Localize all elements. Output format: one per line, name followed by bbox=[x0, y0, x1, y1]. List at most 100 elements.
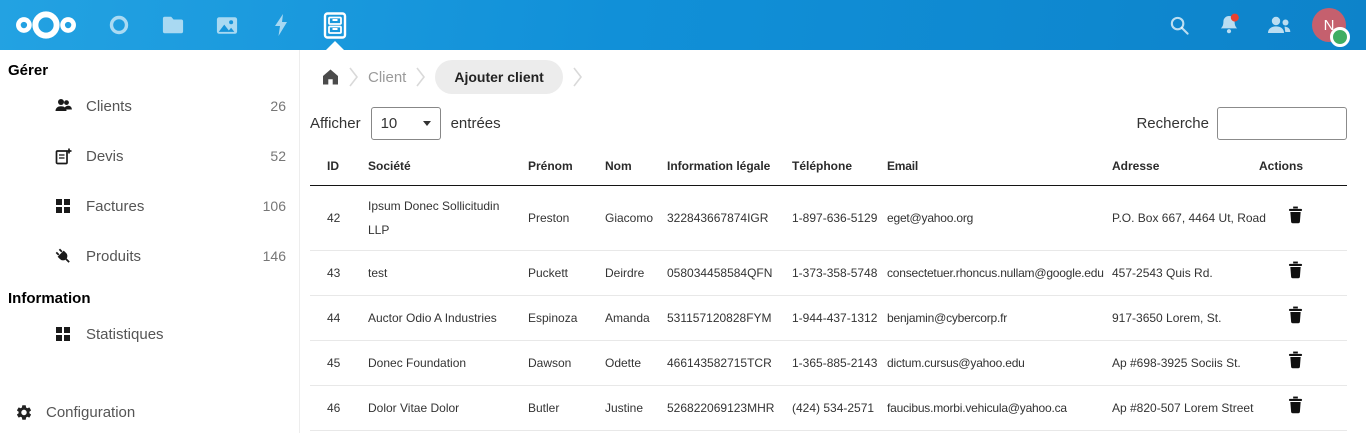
cell-prenom: Espinoza bbox=[520, 295, 597, 341]
column-header-info-legale[interactable]: Information légale bbox=[659, 147, 784, 186]
breadcrumb-home[interactable] bbox=[322, 69, 339, 85]
sidebar-item-label: Produits bbox=[86, 247, 142, 265]
table-row: 43 test Puckett Deirdre 058034458584QFN … bbox=[310, 250, 1347, 296]
trash-icon bbox=[1288, 206, 1303, 224]
sidebar-item-configuration[interactable]: Configuration bbox=[15, 403, 135, 421]
sidebar-item-devis[interactable]: Devis 52 bbox=[0, 131, 299, 181]
cell-actions bbox=[1244, 250, 1347, 296]
breadcrumb-client[interactable]: Client bbox=[368, 68, 407, 86]
sidebar-item-label: Clients bbox=[86, 97, 132, 115]
column-header-societe[interactable]: Société bbox=[360, 147, 520, 186]
sidebar-item-produits[interactable]: Produits 146 bbox=[0, 231, 299, 281]
cell-societe: Donec Foundation bbox=[360, 340, 520, 386]
notifications-icon bbox=[1220, 13, 1239, 34]
document-add-icon bbox=[55, 148, 72, 165]
chevron-right-icon bbox=[416, 67, 426, 87]
cell-email: eget@yahoo.org bbox=[879, 185, 1104, 251]
delete-row-button[interactable] bbox=[1284, 304, 1307, 329]
delete-row-button[interactable] bbox=[1284, 259, 1307, 284]
contacts-icon bbox=[1268, 16, 1291, 33]
trash-icon bbox=[1288, 396, 1303, 414]
clients-table: ID Société Prénom Nom Information légale… bbox=[310, 147, 1347, 431]
cell-societe: Auctor Odio A Industries bbox=[360, 295, 520, 341]
cell-email: dictum.cursus@yahoo.edu bbox=[879, 340, 1104, 386]
sidebar-item-factures[interactable]: Factures 106 bbox=[0, 181, 299, 231]
search-button[interactable] bbox=[1154, 0, 1204, 50]
cell-societe: test bbox=[360, 250, 520, 296]
cell-id: 44 bbox=[310, 295, 360, 341]
cell-actions bbox=[1244, 185, 1347, 251]
nextcloud-logo[interactable] bbox=[0, 0, 92, 50]
cell-nom: Amanda bbox=[597, 295, 659, 341]
table-row: 42 Ipsum Donec Sollicitudin LLP Preston … bbox=[310, 185, 1347, 251]
column-header-id[interactable]: ID bbox=[310, 147, 360, 186]
trash-icon bbox=[1288, 261, 1303, 279]
sidebar-item-count: 52 bbox=[270, 148, 286, 164]
delete-row-button[interactable] bbox=[1284, 394, 1307, 419]
delete-row-button[interactable] bbox=[1284, 204, 1307, 229]
breadcrumb: Client Ajouter client bbox=[310, 56, 1347, 98]
cell-adresse: Ap #820-507 Lorem Street bbox=[1104, 385, 1253, 431]
cell-nom: Giacomo bbox=[597, 185, 659, 251]
cell-info-legale: 322843667874IGR bbox=[659, 185, 784, 251]
delete-row-button[interactable] bbox=[1284, 349, 1307, 374]
avatar[interactable]: N bbox=[1312, 8, 1350, 47]
sidebar: Gérer Clients 26 bbox=[0, 50, 300, 433]
online-status-dot bbox=[1330, 27, 1350, 47]
column-header-actions: Actions bbox=[1244, 147, 1347, 186]
column-header-email[interactable]: Email bbox=[879, 147, 1104, 186]
column-header-prenom[interactable]: Prénom bbox=[520, 147, 597, 186]
clients-app-icon bbox=[323, 11, 347, 39]
cell-adresse: 917-3650 Lorem, St. bbox=[1104, 295, 1244, 341]
dashboard-app-button[interactable] bbox=[92, 0, 146, 50]
contacts-button[interactable] bbox=[1254, 0, 1304, 50]
clients-app-button[interactable] bbox=[308, 0, 362, 50]
user-menu[interactable]: N bbox=[1304, 0, 1354, 50]
cell-id: 45 bbox=[310, 340, 360, 386]
column-header-telephone[interactable]: Téléphone bbox=[784, 147, 879, 186]
nextcloud-logo-icon bbox=[16, 11, 76, 39]
column-header-adresse[interactable]: Adresse bbox=[1104, 147, 1244, 186]
breadcrumb-ajouter-client[interactable]: Ajouter client bbox=[435, 60, 563, 94]
cell-prenom: Butler bbox=[520, 385, 597, 431]
sidebar-item-count: 146 bbox=[262, 248, 286, 264]
cell-info-legale: 526822069123MHR bbox=[659, 385, 784, 431]
files-app-button[interactable] bbox=[146, 0, 200, 50]
search-input[interactable] bbox=[1217, 106, 1347, 140]
sidebar-item-label: Factures bbox=[86, 197, 145, 215]
photos-icon bbox=[216, 16, 238, 34]
cell-id: 46 bbox=[310, 385, 360, 431]
cell-email: faucibus.morbi.vehicula@yahoo.ca bbox=[879, 385, 1104, 431]
topbar-right: N bbox=[1154, 0, 1366, 50]
column-header-nom[interactable]: Nom bbox=[597, 147, 659, 186]
cell-nom: Odette bbox=[597, 340, 659, 386]
cell-adresse: P.O. Box 667, 4464 Ut, Road bbox=[1104, 185, 1266, 251]
photos-app-button[interactable] bbox=[200, 0, 254, 50]
sidebar-item-statistiques[interactable]: Statistiques bbox=[0, 309, 299, 359]
table-row: 45 Donec Foundation Dawson Odette 466143… bbox=[310, 340, 1347, 386]
chevron-right-icon bbox=[349, 67, 358, 87]
cell-telephone: 1-373-358-5748 bbox=[784, 250, 879, 296]
cell-adresse: Ap #698-3925 Sociis St. bbox=[1104, 340, 1244, 386]
page-size-select[interactable]: 10 bbox=[370, 106, 441, 140]
notifications-button[interactable] bbox=[1204, 0, 1254, 50]
chevron-down-icon bbox=[422, 120, 431, 126]
cell-societe: Ipsum Donec Sollicitudin LLP bbox=[360, 185, 520, 251]
topbar: N bbox=[0, 0, 1366, 50]
page-size-value: 10 bbox=[380, 114, 398, 132]
cell-adresse: 457-2543 Quis Rd. bbox=[1104, 250, 1244, 296]
cell-email: consectetuer.rhoncus.nullam@google.edu bbox=[879, 250, 1104, 296]
table-controls: Afficher 10 entrées Recherche bbox=[310, 106, 1347, 140]
cell-email: benjamin@cybercorp.fr bbox=[879, 295, 1104, 341]
sidebar-heading-information: Information bbox=[8, 290, 91, 307]
cell-info-legale: 466143582715TCR bbox=[659, 340, 784, 386]
activity-app-button[interactable] bbox=[254, 0, 308, 50]
sidebar-item-label: Statistiques bbox=[86, 325, 164, 343]
sidebar-item-clients[interactable]: Clients 26 bbox=[0, 81, 299, 131]
grid-icon bbox=[55, 198, 72, 215]
gear-icon bbox=[15, 403, 33, 421]
search-label: Recherche bbox=[1136, 114, 1209, 132]
avatar-initial: N bbox=[1323, 16, 1335, 34]
sidebar-heading-gerer: Gérer bbox=[8, 62, 49, 79]
entries-label: entrées bbox=[450, 114, 501, 132]
